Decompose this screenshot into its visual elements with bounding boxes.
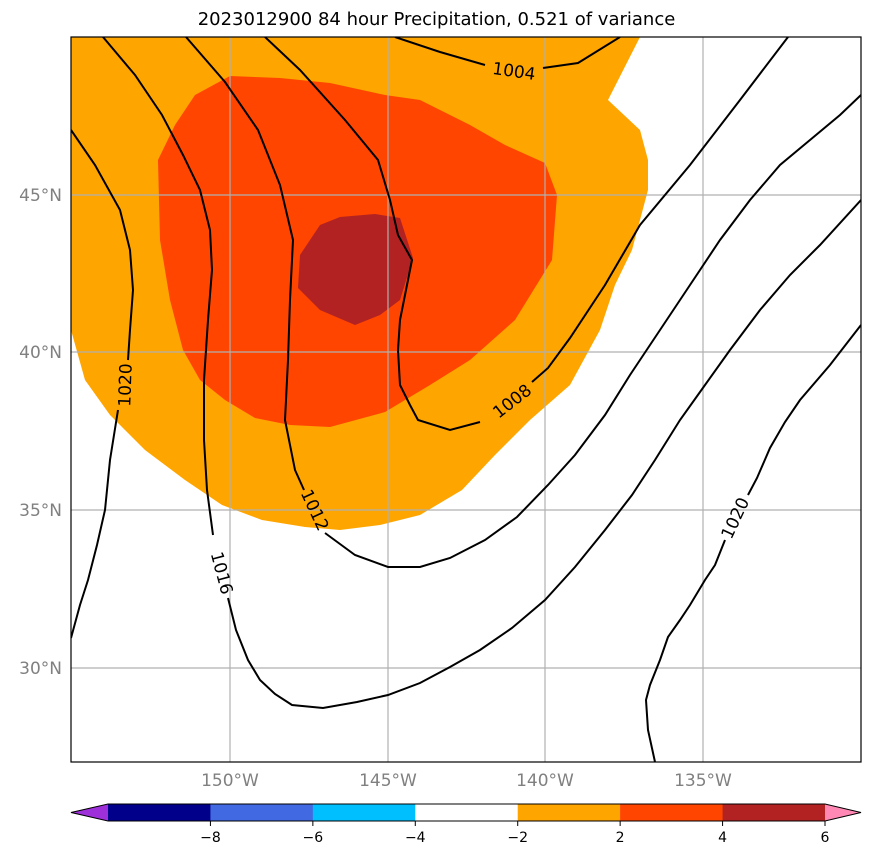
colorbar-tick-label: 6 (821, 830, 830, 846)
isobar-1008 (264, 37, 789, 432)
colorbar-tick-label: 4 (718, 830, 727, 846)
contour-label: 1020 (718, 495, 754, 543)
isobar-1020-west (71, 129, 135, 639)
isobar-1004 (394, 37, 621, 69)
lon-label: 135°W (674, 771, 732, 791)
colorbar-tick-label: −2 (507, 830, 528, 846)
lat-label: 40°N (19, 343, 62, 363)
contour-label: 1020 (115, 363, 136, 407)
colorbar-tick-label: −8 (200, 830, 221, 846)
isobar-1020-east (644, 324, 861, 762)
colorbar-extend-low (71, 804, 108, 821)
lon-label: 150°W (201, 771, 259, 791)
colorbar-tick-label: 2 (616, 830, 625, 846)
map-frame (70, 36, 862, 763)
colorbar-segment (108, 804, 211, 821)
colorbar-segment (415, 804, 519, 821)
colorbar-extend-high (825, 804, 861, 821)
map-title: 2023012900 84 hour Precipitation, 0.521 … (197, 9, 676, 30)
colorbar-segment (722, 804, 826, 821)
colorbar-tick-label: −4 (405, 830, 426, 846)
colorbar-segment (620, 804, 724, 821)
lat-label: 45°N (19, 186, 62, 206)
colorbar-segment (312, 804, 416, 821)
colorbar: −8−6−4−22468 (70, 803, 862, 846)
lat-label: 30°N (19, 659, 62, 679)
colorbar-segment (210, 804, 314, 821)
isobar-1016 (102, 37, 861, 710)
colorbar-outline (70, 803, 862, 822)
colorbar-tick-label: −6 (303, 830, 324, 846)
lon-label: 145°W (359, 771, 417, 791)
contour-label: 1016 (206, 550, 237, 597)
lat-label: 35°N (19, 501, 62, 521)
precip-fill-6-8 (298, 214, 413, 325)
isobar-1012 (185, 37, 861, 568)
pressure-contours (71, 37, 861, 762)
lon-label: 140°W (516, 771, 574, 791)
colorbar-segment (517, 804, 621, 821)
